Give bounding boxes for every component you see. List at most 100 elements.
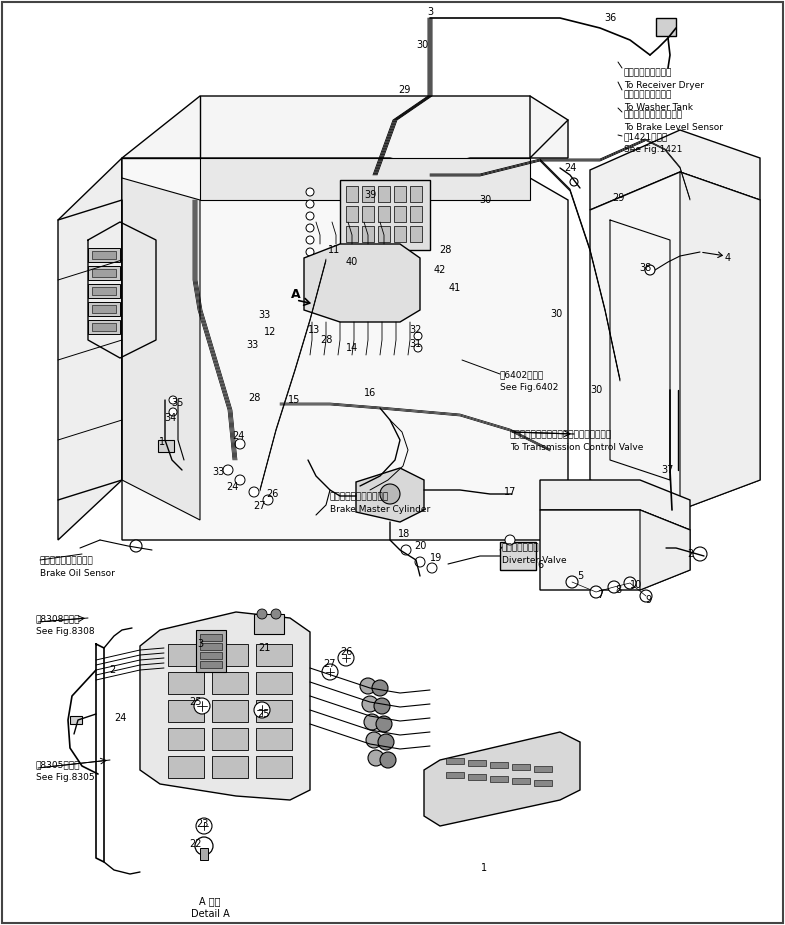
Text: 25: 25: [257, 709, 270, 719]
Bar: [168, 700, 204, 722]
Bar: [256, 672, 292, 694]
Circle shape: [570, 178, 578, 186]
Text: 33: 33: [212, 467, 225, 477]
Circle shape: [196, 818, 212, 834]
Text: 24: 24: [232, 431, 244, 441]
Text: 25: 25: [190, 697, 203, 707]
Circle shape: [378, 734, 394, 750]
Bar: [88, 320, 120, 334]
Text: 36: 36: [604, 13, 616, 23]
Circle shape: [306, 212, 314, 220]
Polygon shape: [200, 158, 530, 200]
Circle shape: [271, 609, 281, 619]
Bar: [212, 700, 248, 722]
Text: ウォッシャタンクへ: ウォッシャタンクへ: [624, 90, 673, 99]
Text: A 詳細: A 詳細: [199, 896, 221, 906]
Bar: [196, 630, 226, 672]
Text: 30: 30: [550, 309, 562, 319]
Text: Brake Oil Sensor: Brake Oil Sensor: [40, 569, 115, 578]
Bar: [212, 728, 248, 750]
Bar: [92, 305, 116, 313]
Circle shape: [372, 680, 388, 696]
Bar: [212, 756, 248, 778]
Text: 39: 39: [364, 190, 376, 200]
Text: See Fig.8308: See Fig.8308: [36, 627, 95, 636]
Text: 28: 28: [248, 393, 260, 403]
Circle shape: [374, 698, 390, 714]
Text: 24: 24: [564, 163, 576, 173]
Bar: [168, 756, 204, 778]
Text: 28: 28: [319, 335, 332, 345]
Text: 12: 12: [264, 327, 276, 337]
Text: To Transmission Control Valve: To Transmission Control Valve: [510, 443, 644, 452]
Circle shape: [169, 408, 177, 416]
Bar: [468, 774, 486, 780]
Text: Brake Master Cylinder: Brake Master Cylinder: [330, 505, 430, 514]
Circle shape: [306, 236, 314, 244]
Text: 3: 3: [197, 639, 203, 649]
Circle shape: [364, 714, 380, 730]
Text: To Brake Level Sensor: To Brake Level Sensor: [624, 123, 723, 132]
Text: 10: 10: [630, 580, 642, 590]
Circle shape: [169, 396, 177, 404]
Polygon shape: [424, 732, 580, 826]
Bar: [512, 778, 530, 784]
Polygon shape: [304, 244, 420, 322]
Bar: [394, 226, 406, 242]
Text: 28: 28: [439, 245, 451, 255]
Circle shape: [640, 590, 652, 602]
Bar: [256, 644, 292, 666]
Circle shape: [376, 716, 392, 732]
Text: 24: 24: [226, 482, 238, 492]
Text: See Fig.6402: See Fig.6402: [500, 383, 558, 392]
Bar: [88, 248, 120, 262]
Bar: [158, 440, 174, 452]
Text: To Washer Tank: To Washer Tank: [624, 103, 693, 112]
Text: 6: 6: [537, 560, 543, 570]
Bar: [490, 776, 508, 782]
Bar: [88, 302, 120, 316]
Bar: [410, 186, 422, 202]
Circle shape: [380, 752, 396, 768]
Bar: [534, 766, 552, 772]
Text: 1: 1: [481, 863, 487, 873]
Bar: [410, 206, 422, 222]
Circle shape: [624, 577, 636, 589]
Circle shape: [254, 702, 270, 718]
Text: A: A: [291, 289, 301, 302]
Circle shape: [366, 732, 382, 748]
Bar: [200, 652, 222, 659]
Circle shape: [306, 248, 314, 256]
Text: 2: 2: [687, 549, 693, 559]
Bar: [346, 226, 358, 242]
Polygon shape: [58, 158, 122, 540]
Circle shape: [235, 475, 245, 485]
Polygon shape: [140, 612, 310, 800]
Text: 30: 30: [590, 385, 602, 395]
Bar: [256, 756, 292, 778]
Polygon shape: [122, 96, 568, 178]
Circle shape: [306, 188, 314, 196]
Text: 30: 30: [479, 195, 491, 205]
Circle shape: [427, 563, 437, 573]
Text: ブレーキレベルセンサへ: ブレーキレベルセンサへ: [624, 110, 683, 119]
Circle shape: [249, 487, 259, 497]
Polygon shape: [590, 172, 760, 510]
Bar: [500, 542, 536, 570]
Circle shape: [380, 484, 400, 504]
Bar: [656, 18, 676, 36]
Bar: [168, 672, 204, 694]
Text: 29: 29: [398, 85, 411, 95]
Bar: [92, 287, 116, 295]
Text: Diverter Valve: Diverter Valve: [502, 556, 567, 565]
Polygon shape: [640, 510, 690, 590]
Text: 31: 31: [409, 339, 421, 349]
Bar: [468, 760, 486, 766]
Bar: [212, 672, 248, 694]
Text: 33: 33: [258, 310, 270, 320]
Circle shape: [257, 609, 267, 619]
Bar: [200, 661, 222, 668]
Text: 26: 26: [340, 647, 352, 657]
Bar: [534, 780, 552, 786]
Bar: [378, 226, 390, 242]
